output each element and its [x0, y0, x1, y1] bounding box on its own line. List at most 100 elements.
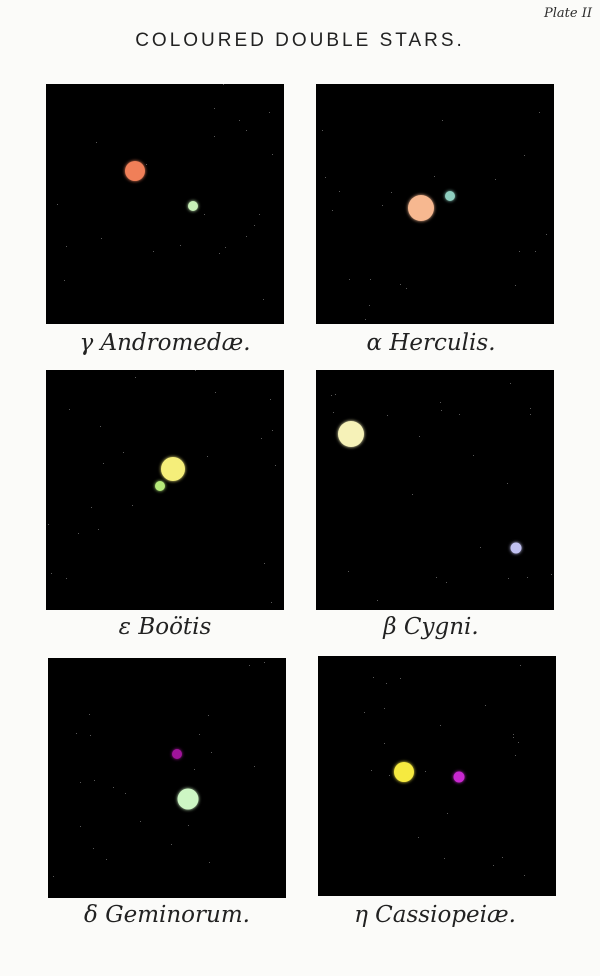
- background-speck: [530, 408, 531, 409]
- background-speck: [539, 112, 540, 113]
- background-speck: [507, 483, 508, 484]
- background-speck: [195, 370, 196, 371]
- background-speck: [123, 452, 124, 453]
- background-speck: [386, 683, 387, 684]
- background-speck: [524, 155, 525, 156]
- background-speck: [331, 395, 332, 396]
- background-speck: [69, 409, 70, 410]
- background-speck: [508, 578, 509, 579]
- background-speck: [207, 456, 208, 457]
- background-speck: [335, 394, 336, 395]
- background-speck: [389, 775, 390, 776]
- background-speck: [263, 299, 264, 300]
- background-speck: [219, 253, 220, 254]
- background-speck: [254, 225, 255, 226]
- background-speck: [480, 547, 481, 548]
- background-speck: [94, 780, 95, 781]
- star-panel-gamma-andromedae: [46, 84, 284, 324]
- background-speck: [125, 793, 126, 794]
- background-speck: [418, 837, 419, 838]
- background-speck: [513, 737, 514, 738]
- background-speck: [101, 238, 102, 239]
- background-speck: [66, 578, 67, 579]
- background-speck: [384, 743, 385, 744]
- background-speck: [246, 236, 247, 237]
- background-speck: [530, 414, 531, 415]
- background-speck: [93, 848, 94, 849]
- background-speck: [225, 247, 226, 248]
- primary-star: [177, 788, 199, 810]
- background-speck: [447, 813, 448, 814]
- background-speck: [211, 752, 212, 753]
- background-speck: [444, 858, 445, 859]
- caption-delta-geminorum: δ Geminorum.: [84, 902, 250, 928]
- background-speck: [80, 826, 81, 827]
- background-speck: [365, 319, 366, 320]
- background-speck: [194, 769, 195, 770]
- background-speck: [254, 766, 255, 767]
- caption-beta-cygni: β Cygni.: [383, 614, 479, 640]
- background-speck: [425, 771, 426, 772]
- background-speck: [348, 571, 349, 572]
- background-speck: [64, 280, 65, 281]
- background-speck: [510, 383, 511, 384]
- background-speck: [249, 665, 250, 666]
- background-speck: [76, 733, 77, 734]
- background-speck: [502, 857, 503, 858]
- background-speck: [371, 770, 372, 771]
- caption-epsilon-bootis: ε Boötis: [118, 614, 212, 640]
- background-speck: [440, 725, 441, 726]
- background-speck: [271, 602, 272, 603]
- background-speck: [90, 735, 91, 736]
- background-speck: [135, 377, 136, 378]
- background-speck: [272, 154, 273, 155]
- background-speck: [270, 399, 271, 400]
- background-speck: [264, 563, 265, 564]
- background-speck: [269, 112, 270, 113]
- background-speck: [332, 210, 333, 211]
- companion-star: [510, 542, 522, 554]
- companion-star: [155, 481, 165, 491]
- primary-star: [338, 421, 364, 447]
- background-speck: [520, 665, 521, 666]
- background-speck: [57, 204, 58, 205]
- background-speck: [106, 859, 107, 860]
- background-speck: [387, 415, 388, 416]
- background-speck: [364, 712, 365, 713]
- background-speck: [209, 862, 210, 863]
- background-speck: [446, 582, 447, 583]
- background-speck: [440, 402, 441, 403]
- background-speck: [519, 251, 520, 252]
- background-speck: [441, 410, 442, 411]
- background-speck: [524, 875, 525, 876]
- background-speck: [223, 84, 224, 85]
- background-speck: [527, 577, 528, 578]
- background-speck: [551, 574, 552, 575]
- background-speck: [78, 533, 79, 534]
- background-speck: [333, 412, 334, 413]
- background-speck: [66, 246, 67, 247]
- background-speck: [369, 305, 370, 306]
- background-speck: [264, 662, 265, 663]
- background-speck: [515, 755, 516, 756]
- background-speck: [485, 705, 486, 706]
- background-speck: [434, 176, 435, 177]
- background-speck: [261, 438, 262, 439]
- background-speck: [91, 507, 92, 508]
- background-speck: [272, 430, 273, 431]
- background-speck: [188, 825, 189, 826]
- background-speck: [377, 600, 378, 601]
- plate-label: Plate II: [544, 6, 592, 21]
- background-speck: [473, 455, 474, 456]
- background-speck: [513, 734, 514, 735]
- star-panel-alpha-herculis: [316, 84, 554, 324]
- background-speck: [406, 288, 407, 289]
- star-panel-delta-geminorum: [48, 658, 286, 898]
- caption-alpha-herculis: α Herculis.: [366, 330, 496, 356]
- background-speck: [325, 177, 326, 178]
- background-speck: [339, 191, 340, 192]
- background-speck: [113, 787, 114, 788]
- background-speck: [546, 234, 547, 235]
- background-speck: [51, 573, 52, 574]
- background-speck: [436, 577, 437, 578]
